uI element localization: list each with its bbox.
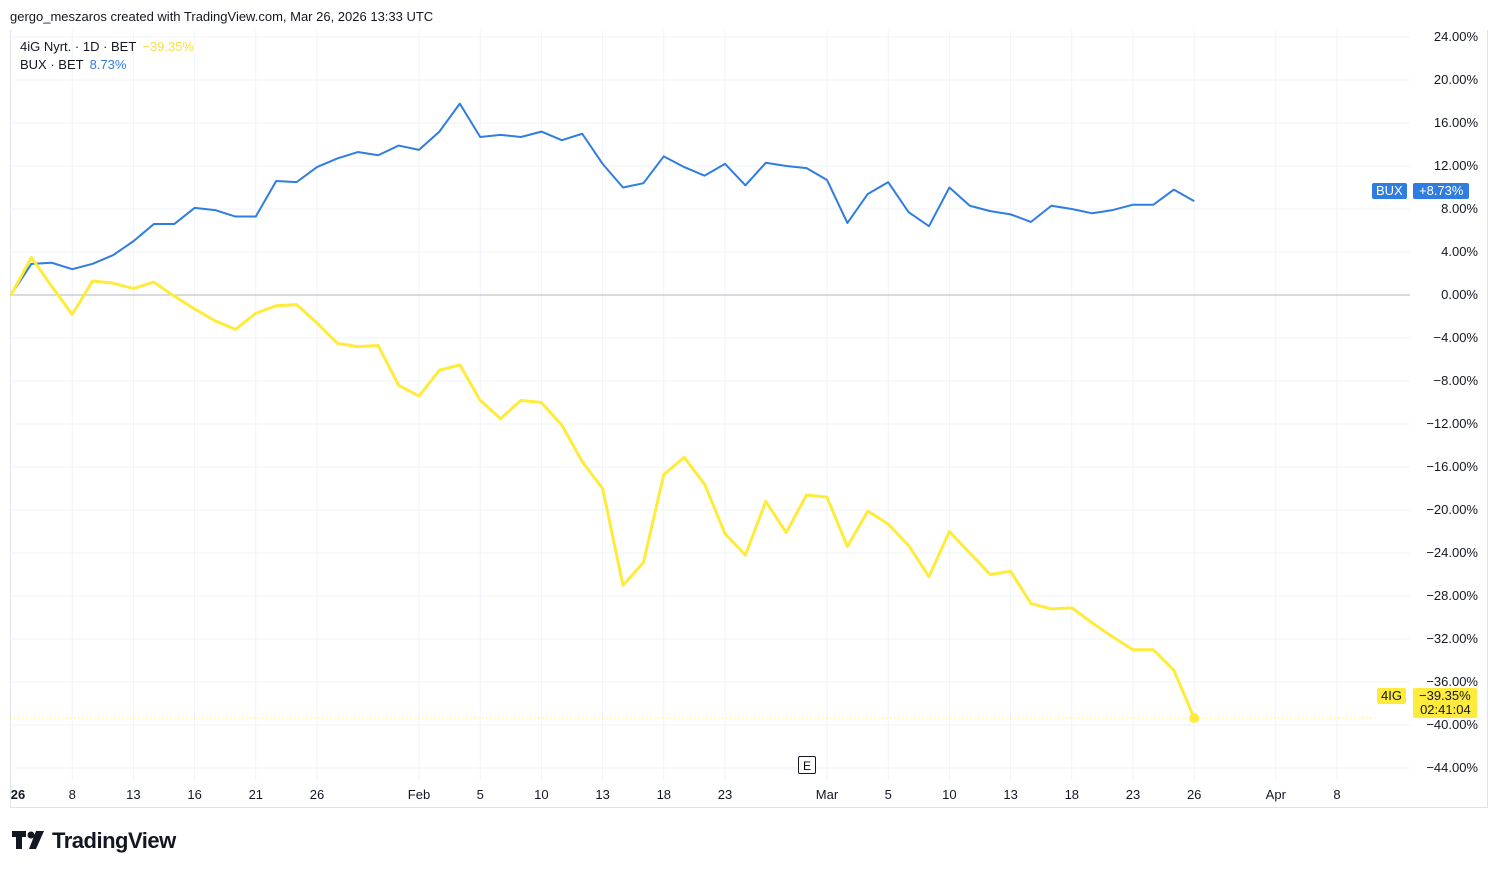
x-tick-label: 10: [534, 787, 548, 802]
y-tick-label: −24.00%: [1426, 545, 1478, 560]
y-tick-label: −20.00%: [1426, 502, 1478, 517]
x-tick-label: 21: [249, 787, 263, 802]
x-tick-label: 26: [11, 787, 25, 802]
legend-4ig-value: −39.35%: [142, 39, 194, 54]
y-tick-label: −36.00%: [1426, 674, 1478, 689]
legend-bux[interactable]: BUX · BET 8.73%: [20, 57, 126, 72]
y-tick-label: −4.00%: [1434, 330, 1479, 345]
y-tick-label: 12.00%: [1434, 158, 1479, 173]
x-tick-label: 10: [942, 787, 956, 802]
4ig-countdown: 02:41:04: [1420, 702, 1471, 717]
brand-name: TradingView: [52, 828, 176, 853]
y-tick-label: 24.00%: [1434, 29, 1479, 44]
y-tick-label: −28.00%: [1426, 588, 1478, 603]
legend-4ig-label: 4iG Nyrt. · 1D · BET: [20, 39, 137, 54]
x-tick-label: 8: [69, 787, 76, 802]
4ig-last-point: [1189, 713, 1200, 724]
x-tick-label: 23: [1126, 787, 1140, 802]
x-tick-label: 5: [885, 787, 892, 802]
series-line-bux: [10, 102, 1195, 296]
x-tick-label: 26: [1187, 787, 1201, 802]
chart-frame: [10, 30, 1488, 808]
4ig-symbol-badge: 4IG: [1377, 688, 1406, 704]
y-tick-label: −44.00%: [1426, 760, 1478, 775]
y-tick-label: −12.00%: [1426, 416, 1478, 431]
x-tick-label: 5: [477, 787, 484, 802]
y-tick-label: −8.00%: [1434, 373, 1479, 388]
y-tick-label: 20.00%: [1434, 72, 1479, 87]
x-tick-label: 23: [718, 787, 732, 802]
x-tick-label: 18: [657, 787, 671, 802]
x-tick-label: 13: [126, 787, 140, 802]
x-tick-label: 13: [595, 787, 609, 802]
legend-bux-value: 8.73%: [89, 57, 127, 72]
4ig-value-badge: −39.35% 02:41:04: [1413, 688, 1477, 718]
4ig-value: −39.35%: [1419, 688, 1471, 703]
bux-symbol-badge: BUX: [1372, 183, 1407, 199]
legend-bux-label: BUX · BET: [20, 57, 84, 72]
y-tick-label: −40.00%: [1426, 717, 1478, 732]
y-tick-label: −16.00%: [1426, 459, 1478, 474]
y-tick-label: 8.00%: [1441, 201, 1478, 216]
legend-4ig[interactable]: 4iG Nyrt. · 1D · BET −39.35%: [20, 39, 194, 54]
tradingview-logo-icon: [12, 831, 44, 849]
series-line-4ig: [9, 255, 1196, 719]
y-tick-label: −32.00%: [1426, 631, 1478, 646]
y-tick-label: 16.00%: [1434, 115, 1479, 130]
x-tick-label: Apr: [1266, 787, 1287, 802]
x-tick-label: 26: [310, 787, 324, 802]
bux-value-badge: +8.73%: [1413, 183, 1470, 199]
x-tick-label: Feb: [408, 787, 430, 802]
earnings-marker[interactable]: E: [798, 756, 816, 774]
y-tick-label: 0.00%: [1441, 287, 1478, 302]
attribution-text: gergo_meszaros created with TradingView.…: [10, 9, 434, 24]
tradingview-logo[interactable]: TradingView: [12, 828, 176, 854]
x-tick-label: Mar: [816, 787, 839, 802]
x-tick-label: 13: [1003, 787, 1017, 802]
y-tick-label: 4.00%: [1441, 244, 1478, 259]
x-tick-label: 18: [1065, 787, 1079, 802]
x-tick-label: 8: [1333, 787, 1340, 802]
x-tick-label: 16: [187, 787, 201, 802]
